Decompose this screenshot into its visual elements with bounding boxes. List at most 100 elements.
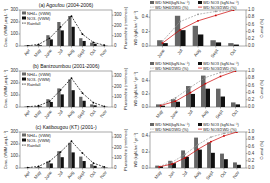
x-tick — [104, 107, 105, 109]
y-tick — [19, 95, 21, 96]
marker — [220, 72, 222, 74]
y-tick-label: 200 — [10, 19, 18, 24]
legend-label: WD NO3/ΣWD (%) — [203, 5, 237, 10]
marker — [235, 71, 237, 72]
legend-swatch — [150, 123, 154, 126]
y2-tick-label: 0.4 — [248, 151, 255, 156]
x-tick — [49, 46, 50, 48]
marker — [158, 166, 160, 168]
bar — [68, 143, 71, 168]
x-tick-label: Oct — [89, 108, 98, 117]
marker — [223, 133, 225, 135]
bar — [155, 166, 159, 168]
legend: NH4+ (VWM)NO3- (VWM)Rainfall — [22, 133, 52, 148]
y2-tick-label: 0 — [114, 43, 117, 48]
y-axis-label: Conc. (VWM µeq.L⁻¹) — [3, 8, 8, 47]
x-tick — [93, 46, 94, 48]
y2-axis-label: Pluviométrie (mm/mois) — [123, 6, 128, 49]
legend-swatch — [150, 129, 154, 130]
y-tick-label: 0 — [15, 165, 18, 170]
legend-swatch — [22, 139, 26, 142]
bar — [90, 104, 93, 107]
legend-label: WD NO3/ΣWD (%) — [203, 66, 237, 71]
legend: NH4+ (VWM)NO3- (VWM)Rainfall — [22, 11, 52, 26]
y-tick — [149, 152, 151, 153]
legend-swatch — [198, 1, 202, 4]
x-tick — [38, 107, 39, 109]
bar — [162, 43, 167, 46]
legend-swatch — [22, 23, 26, 24]
legend-label: WD NO3/ΣWD (%) — [203, 127, 237, 132]
y-axis-label: Conc. (VWM µeq.L⁻¹) — [3, 69, 8, 108]
marker — [82, 92, 84, 94]
marker — [27, 167, 29, 168]
y2-tick-label: 0.6 — [248, 22, 255, 27]
x-tick — [160, 107, 161, 109]
bar — [191, 94, 196, 107]
x-tick-label: Oct — [89, 47, 98, 56]
bar — [82, 161, 85, 168]
x-tick-label: Jul — [181, 170, 188, 178]
legend-swatch — [150, 62, 154, 65]
bar — [216, 89, 221, 107]
panel: 01002003000100200300AprMayJuneJulAugSept… — [3, 124, 128, 181]
x-tick — [71, 168, 72, 170]
legend-swatch — [22, 84, 26, 85]
marker — [233, 10, 235, 11]
marker — [71, 77, 73, 79]
bar — [172, 163, 176, 168]
x-tick-label: Sept — [76, 47, 86, 58]
legend: NH4+ (VWM)NO3- (VWM)Rainfall — [22, 72, 52, 87]
marker — [71, 15, 73, 17]
y-tick-label: 0.2 — [142, 149, 149, 154]
bar — [79, 97, 82, 107]
x-tick — [215, 46, 216, 48]
legend-label: Rainfall — [27, 21, 40, 26]
bar — [57, 151, 60, 168]
marker — [233, 10, 235, 11]
marker — [236, 132, 238, 133]
y2-tick-label: 300 — [114, 134, 122, 139]
marker — [60, 89, 62, 91]
y2-tick-label: 0.6 — [248, 83, 255, 88]
x-tick-label: May — [33, 169, 42, 179]
x-tick — [235, 107, 236, 109]
bar — [224, 159, 228, 168]
plot-frame — [20, 10, 112, 46]
y2-axis-label: Cumul (%) — [259, 18, 264, 38]
plot-frame — [150, 10, 246, 46]
x-tick-label: Nov — [99, 169, 108, 179]
bar — [206, 89, 211, 107]
bar — [104, 45, 107, 46]
marker — [171, 163, 173, 165]
x-tick — [172, 168, 173, 170]
legend-swatch — [198, 62, 202, 65]
y-tick — [19, 83, 21, 84]
x-tick-label: Nov — [232, 169, 241, 179]
y-tick-label: 300 — [10, 129, 18, 134]
bar — [101, 167, 104, 168]
y2-tick-label: 0.2 — [248, 97, 255, 102]
chart-root: 01002003000100200300AprMayJuneJulAugSept… — [0, 0, 270, 183]
bar — [198, 34, 203, 46]
x-tick-label: Aug — [193, 48, 202, 58]
x-tick — [233, 46, 234, 48]
marker — [210, 141, 212, 143]
y-tick — [149, 17, 151, 18]
x-tick — [104, 168, 105, 170]
x-tick-label: June — [169, 109, 179, 120]
bar — [207, 142, 211, 168]
x-tick-label: Oct — [89, 169, 98, 178]
line — [161, 71, 236, 105]
bar — [194, 138, 198, 168]
x-tick — [82, 107, 83, 109]
bar — [156, 104, 161, 107]
x-tick-label: June — [156, 48, 166, 59]
x-tick-label: June — [43, 48, 53, 59]
y-tick — [19, 156, 21, 157]
x-tick-label: Sept — [210, 47, 220, 58]
marker — [223, 135, 225, 137]
y-tick-label: 0.2 — [142, 91, 149, 96]
bar — [24, 167, 27, 168]
x-tick-label: Aug — [66, 109, 75, 119]
